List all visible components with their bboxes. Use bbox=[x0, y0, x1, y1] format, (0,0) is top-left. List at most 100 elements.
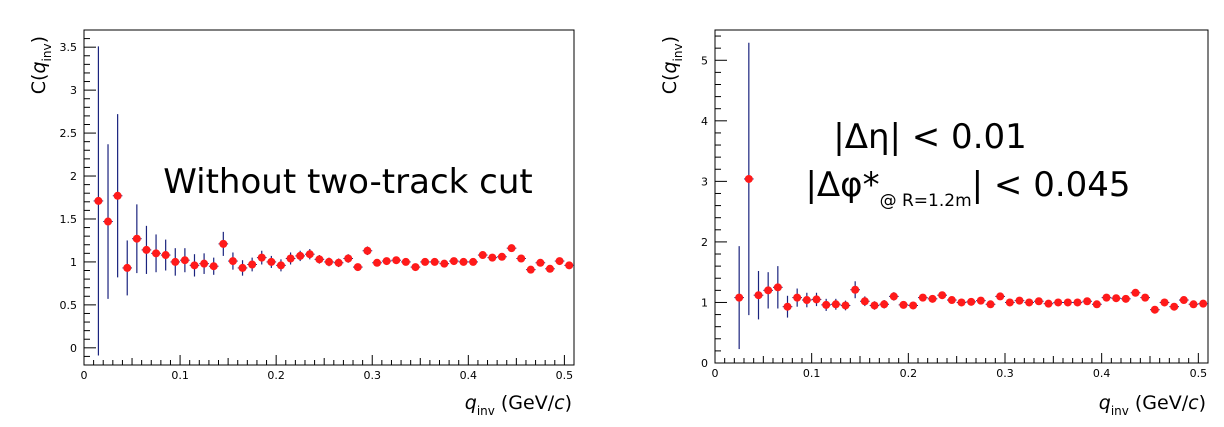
left-x-tick-label: 0.5 bbox=[556, 369, 574, 382]
left-data-point bbox=[411, 263, 420, 272]
left-y-tick-label: 2.5 bbox=[60, 127, 78, 140]
right-data-point bbox=[1160, 298, 1169, 307]
right-data-point bbox=[764, 286, 773, 295]
right-data-point bbox=[831, 300, 840, 309]
right-data-point bbox=[1092, 300, 1101, 309]
left-data-point bbox=[545, 264, 554, 273]
left-data-point bbox=[517, 254, 526, 263]
right-data-point bbox=[1102, 293, 1111, 302]
right-x-tick-label: 0.2 bbox=[900, 367, 918, 380]
left-x-tick-label: 0.2 bbox=[267, 369, 285, 382]
left-y-tick-label: 1.5 bbox=[60, 213, 78, 226]
right-data-point bbox=[1034, 297, 1043, 306]
left-data-point bbox=[238, 263, 247, 272]
right-data-point bbox=[1112, 294, 1121, 303]
right-axes: 0 0.1 0.2 0.3 0.4 0.5 0 1 2 3 4 5 bbox=[701, 29, 1209, 380]
left-data-point bbox=[123, 263, 132, 272]
right-data-point bbox=[735, 293, 744, 302]
left-data-point bbox=[401, 257, 410, 266]
left-y-tick-label: 3 bbox=[70, 84, 77, 97]
right-data-point bbox=[1044, 299, 1053, 308]
left-data-point bbox=[142, 245, 151, 254]
left-data-point bbox=[219, 239, 228, 248]
left-data-point bbox=[113, 191, 122, 200]
right-data-point bbox=[851, 285, 860, 294]
right-x-tick-label: 0 bbox=[712, 367, 719, 380]
right-data-point bbox=[783, 302, 792, 311]
left-data-point bbox=[478, 251, 487, 260]
right-data-point bbox=[1054, 298, 1063, 307]
right-data-point bbox=[928, 294, 937, 303]
left-plot-frame bbox=[83, 29, 575, 366]
left-data-point bbox=[344, 254, 353, 263]
right-data-point bbox=[1063, 298, 1072, 307]
left-data-point bbox=[209, 262, 218, 271]
right-data-point bbox=[1179, 296, 1188, 305]
right-data-point bbox=[870, 301, 879, 310]
right-data-point bbox=[938, 291, 947, 300]
left-data-point bbox=[421, 257, 430, 266]
right-y-tick-label: 4 bbox=[701, 115, 708, 128]
left-data-point bbox=[392, 256, 401, 265]
left-y-axis-title: C(qinv) bbox=[28, 36, 54, 94]
left-data-point bbox=[334, 258, 343, 267]
right-data-point bbox=[1199, 299, 1208, 308]
right-data-point bbox=[1073, 298, 1082, 307]
right-data-point bbox=[1083, 297, 1092, 306]
left-data-point bbox=[171, 257, 180, 266]
left-y-tick-label: 3.5 bbox=[60, 41, 78, 54]
right-x-tick-label: 0.5 bbox=[1190, 367, 1208, 380]
right-data-point bbox=[773, 283, 782, 292]
left-data-point bbox=[507, 244, 516, 253]
left-data-point bbox=[257, 253, 266, 262]
left-annotation: Without two-track cut bbox=[163, 162, 532, 202]
right-data-point bbox=[967, 297, 976, 306]
left-data-point bbox=[526, 265, 535, 274]
left-data-point bbox=[190, 261, 199, 270]
right-data-point bbox=[1131, 288, 1140, 297]
right-y-tick-label: 3 bbox=[701, 175, 708, 188]
left-data-point bbox=[459, 257, 468, 266]
left-data-point bbox=[94, 196, 103, 205]
left-data-point bbox=[497, 252, 506, 261]
right-data-point bbox=[918, 293, 927, 302]
right-data-point bbox=[1015, 296, 1024, 305]
left-data-point bbox=[161, 251, 170, 260]
right-data-point bbox=[754, 291, 763, 300]
left-data-point bbox=[286, 254, 295, 263]
left-data-point bbox=[305, 250, 314, 259]
left-data-point bbox=[228, 257, 237, 266]
left-data-point bbox=[132, 234, 141, 243]
left-data-point bbox=[363, 246, 372, 255]
right-data-point bbox=[899, 300, 908, 309]
right-data-point bbox=[812, 295, 821, 304]
left-data-point bbox=[267, 257, 276, 266]
right-data-point bbox=[1005, 298, 1014, 307]
right-data-point bbox=[996, 292, 1005, 301]
right-y-tick-label: 2 bbox=[701, 236, 708, 249]
left-x-axis-title: qinv (GeV/c) bbox=[465, 392, 572, 418]
right-data-point bbox=[802, 296, 811, 305]
left-data-point bbox=[152, 249, 161, 258]
left-y-tick-label: 0 bbox=[70, 342, 77, 355]
right-data-point bbox=[822, 300, 831, 309]
right-x-tick-label: 0.1 bbox=[803, 367, 821, 380]
left-data-point bbox=[488, 253, 497, 262]
left-x-tick-label: 0.3 bbox=[363, 369, 381, 382]
left-y-tick-label: 2 bbox=[70, 170, 77, 183]
left-axes: 0 0.1 0.2 0.3 0.4 0.5 0 0.5 1 1.5 2 2.5 3 3.5 bbox=[60, 29, 575, 382]
right-data-point bbox=[1189, 300, 1198, 309]
right-data-point bbox=[1170, 302, 1179, 311]
right-y-axis-title: C(qinv) bbox=[659, 36, 685, 94]
left-data-point bbox=[449, 257, 458, 266]
right-data-point bbox=[957, 298, 966, 307]
right-data-point bbox=[909, 301, 918, 310]
left-data-point bbox=[200, 259, 209, 268]
right-data-point bbox=[976, 296, 985, 305]
right-data-point bbox=[744, 174, 753, 183]
right-data-point bbox=[841, 301, 850, 310]
right-annotation-eta: |Δη| < 0.01 bbox=[833, 117, 1027, 157]
left-x-tick-label: 0.4 bbox=[460, 369, 478, 382]
left-data-point bbox=[276, 261, 285, 270]
left-data-point bbox=[469, 257, 478, 266]
